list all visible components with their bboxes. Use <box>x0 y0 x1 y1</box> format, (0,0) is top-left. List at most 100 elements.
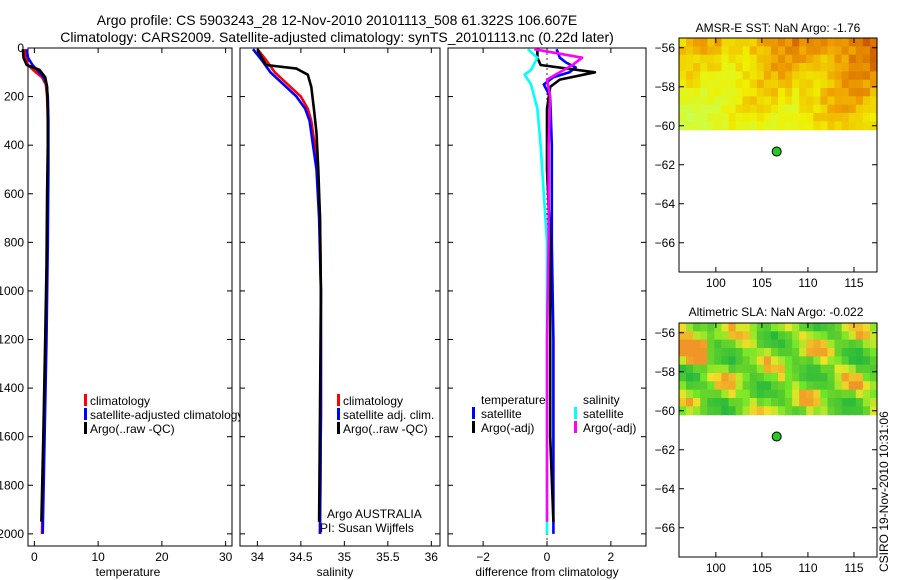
map-grid-cell <box>869 46 878 56</box>
x-tick-label: 2 <box>608 550 615 564</box>
map-grid-cell <box>714 356 723 366</box>
map-grid-cell <box>714 121 723 131</box>
map-grid-cell <box>700 87 708 97</box>
map-grid-cell <box>862 356 871 366</box>
map-grid-cell <box>785 87 793 97</box>
map-grid-cell <box>770 46 779 56</box>
map-grid-cell <box>820 364 829 374</box>
map-grid-cell <box>855 348 864 357</box>
y-tick-label: −66 <box>655 236 676 250</box>
map-grid-cell <box>700 79 708 89</box>
map-grid-cell <box>721 79 730 89</box>
map-grid-cell <box>756 104 765 114</box>
map-grid-cell <box>862 112 871 122</box>
map-grid-cell <box>778 356 786 366</box>
map-grid-cell <box>869 38 878 47</box>
map-grid-cell <box>869 112 878 122</box>
map-grid-cell <box>700 71 708 81</box>
map-grid-cell <box>834 46 843 56</box>
map-grid-cell <box>778 46 786 56</box>
legend-label-argo: Argo(..raw -QC) <box>90 422 175 436</box>
map-grid-cell <box>848 87 857 97</box>
legend-header-salinity: salinity <box>583 393 620 407</box>
map-grid-cell <box>742 79 751 89</box>
float-position-marker <box>771 431 782 442</box>
y-tick-label: −64 <box>655 482 676 496</box>
map-grid-cell <box>841 397 850 407</box>
map-grid-cell <box>813 79 822 89</box>
y-tick-label: 0 <box>17 41 24 55</box>
map-grid-cell <box>742 38 751 47</box>
map-grid-cell <box>707 121 715 131</box>
map-grid-cell <box>714 87 723 97</box>
map-grid-cell <box>799 406 807 416</box>
map-grid-cell <box>806 381 814 391</box>
map-grid-cell <box>756 71 765 81</box>
legend-swatch-temp-satellite <box>472 407 475 419</box>
legend-swatch-climatology <box>84 394 87 406</box>
map-grid-cell <box>806 87 814 97</box>
figure-title-line-2: Climatology: CARS2009. Satellite-adjuste… <box>60 29 614 45</box>
map-grid-cell <box>792 112 800 122</box>
map-grid-cell <box>742 389 751 399</box>
map-grid-cell <box>770 348 779 357</box>
map-grid-cell <box>756 372 765 382</box>
map-grid-cell <box>778 397 786 407</box>
map-grid-cell <box>778 96 786 106</box>
x-tick-label: 30 <box>219 550 233 564</box>
map-grid-cell <box>735 71 744 81</box>
sla-map-marks: 100 105 110 115 −56 −58 −60 −62 −64 −66 <box>655 322 878 575</box>
map-grid-cell <box>855 389 864 399</box>
map-grid-cell <box>693 406 701 416</box>
map-grid-cell <box>763 96 772 106</box>
y-tick-label: 800 <box>4 235 24 249</box>
map-grid-cell <box>813 381 822 391</box>
map-grid-cell <box>813 364 822 374</box>
map-grid-cell <box>799 54 807 64</box>
map-grid-cell <box>742 121 751 131</box>
map-grid-cell <box>813 356 822 366</box>
map-grid-cell <box>778 87 786 97</box>
temperature-x-axis-label: temperature <box>96 565 161 579</box>
map-grid-cell <box>813 339 822 349</box>
map-grid-cell <box>799 323 807 332</box>
map-grid-cell <box>785 46 793 56</box>
map-grid-cell <box>679 381 687 391</box>
map-grid-cell <box>735 339 744 349</box>
map-grid-cell <box>869 323 878 332</box>
map-grid-cell <box>841 331 850 341</box>
map-grid-cell <box>806 323 814 332</box>
map-grid-cell <box>778 63 786 72</box>
map-grid-cell <box>679 372 687 382</box>
map-grid-cell <box>763 372 772 382</box>
map-grid-cell <box>778 121 786 131</box>
map-grid-cell <box>820 389 829 399</box>
map-grid-cell <box>792 397 800 407</box>
map-grid-cell <box>792 71 800 81</box>
map-grid-cell <box>862 364 871 374</box>
map-grid-cell <box>827 46 836 56</box>
map-grid-cell <box>834 79 843 89</box>
map-grid-cell <box>869 63 878 72</box>
map-grid-cell <box>813 96 822 106</box>
map-grid-cell <box>813 331 822 341</box>
map-grid-cell <box>714 323 723 332</box>
map-grid-cell <box>834 112 843 122</box>
difference-panel: −2 0 2 difference from climatology tempera… <box>447 47 647 579</box>
map-grid-cell <box>700 121 708 131</box>
legend-swatch-argo <box>84 422 87 434</box>
map-grid-cell <box>742 348 751 357</box>
map-grid-cell <box>827 381 836 391</box>
map-grid-cell <box>735 364 744 374</box>
map-grid-cell <box>735 372 744 382</box>
map-grid-cell <box>848 121 857 131</box>
map-grid-cell <box>785 121 793 131</box>
legend-label-sal-argo: Argo(-adj) <box>583 421 636 435</box>
map-grid-cell <box>827 389 836 399</box>
map-grid-cell <box>778 112 786 122</box>
map-grid-cell <box>869 348 878 357</box>
y-tick-label: 400 <box>4 138 24 152</box>
map-grid-cell <box>848 79 857 89</box>
map-grid-cell <box>834 356 843 366</box>
map-grid-cell <box>792 372 800 382</box>
